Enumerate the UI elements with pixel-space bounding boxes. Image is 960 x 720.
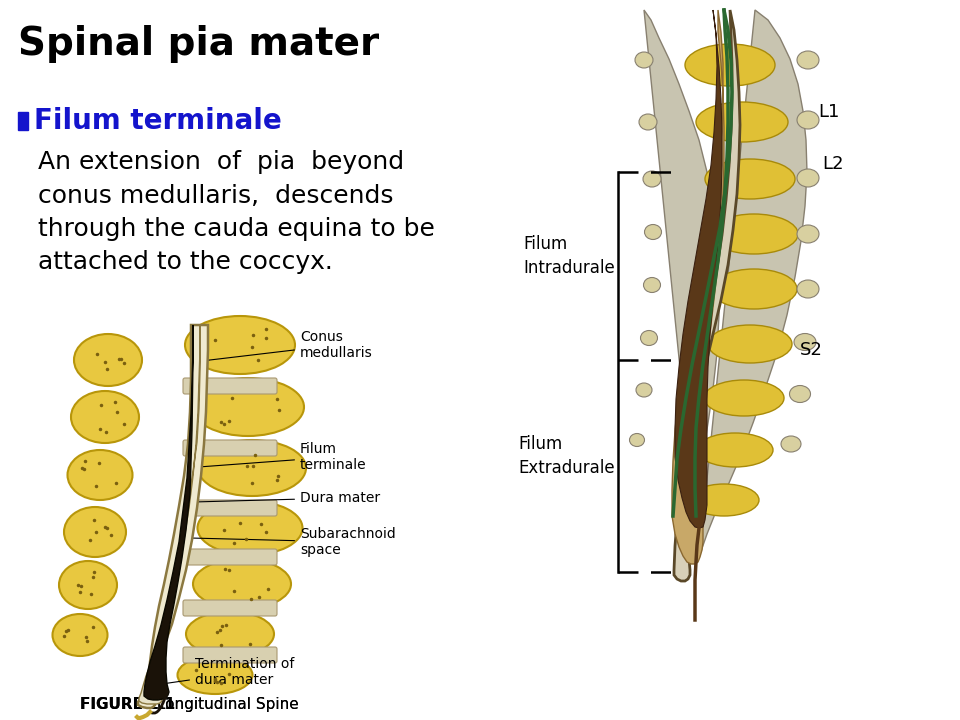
Ellipse shape bbox=[797, 280, 819, 298]
FancyBboxPatch shape bbox=[183, 647, 277, 663]
Ellipse shape bbox=[198, 501, 302, 555]
Text: FIGURE 2.1: FIGURE 2.1 bbox=[80, 697, 175, 712]
Text: Filum
Extradurale: Filum Extradurale bbox=[518, 435, 614, 477]
Text: An extension  of  pia  beyond
conus medullaris,  descends
through the cauda equi: An extension of pia beyond conus medulla… bbox=[38, 150, 435, 274]
Bar bbox=[18, 112, 28, 130]
Ellipse shape bbox=[64, 507, 126, 557]
Text: Subarachnoid
space: Subarachnoid space bbox=[193, 527, 396, 557]
Text: L1: L1 bbox=[818, 103, 839, 121]
Ellipse shape bbox=[53, 614, 108, 656]
Ellipse shape bbox=[711, 269, 797, 309]
Ellipse shape bbox=[710, 214, 798, 254]
Ellipse shape bbox=[192, 378, 304, 436]
Ellipse shape bbox=[781, 436, 801, 452]
Ellipse shape bbox=[797, 51, 819, 69]
Text: Longitudinal Spine: Longitudinal Spine bbox=[152, 697, 299, 712]
Ellipse shape bbox=[639, 114, 657, 130]
Ellipse shape bbox=[630, 433, 644, 446]
Ellipse shape bbox=[708, 325, 792, 363]
Ellipse shape bbox=[685, 44, 775, 86]
Text: S2: S2 bbox=[800, 341, 823, 359]
Ellipse shape bbox=[797, 111, 819, 129]
Ellipse shape bbox=[74, 334, 142, 386]
Text: FIGURE 2.1: FIGURE 2.1 bbox=[80, 697, 175, 712]
Polygon shape bbox=[675, 10, 722, 528]
Text: Conus
medullaris: Conus medullaris bbox=[196, 330, 372, 361]
Ellipse shape bbox=[193, 559, 291, 609]
Text: Filum
terminale: Filum terminale bbox=[188, 442, 367, 472]
Text: Spinal pia mater: Spinal pia mater bbox=[18, 25, 379, 63]
Ellipse shape bbox=[67, 450, 132, 500]
Ellipse shape bbox=[640, 330, 658, 346]
Ellipse shape bbox=[705, 159, 795, 199]
FancyBboxPatch shape bbox=[183, 500, 277, 516]
FancyBboxPatch shape bbox=[183, 600, 277, 616]
Ellipse shape bbox=[71, 391, 139, 443]
Ellipse shape bbox=[178, 656, 252, 694]
Ellipse shape bbox=[185, 316, 295, 374]
Ellipse shape bbox=[59, 561, 117, 609]
Ellipse shape bbox=[697, 433, 773, 467]
Polygon shape bbox=[644, 10, 807, 557]
Text: L2: L2 bbox=[822, 155, 844, 173]
FancyBboxPatch shape bbox=[183, 378, 277, 394]
Text: Termination of
dura mater: Termination of dura mater bbox=[151, 657, 295, 687]
Polygon shape bbox=[138, 325, 208, 708]
Text: Longitudinal Spine: Longitudinal Spine bbox=[152, 697, 299, 712]
Ellipse shape bbox=[689, 484, 759, 516]
Ellipse shape bbox=[186, 611, 274, 657]
Text: Filum terminale: Filum terminale bbox=[34, 107, 281, 135]
FancyBboxPatch shape bbox=[183, 440, 277, 456]
Text: Dura mater: Dura mater bbox=[196, 491, 380, 505]
Polygon shape bbox=[139, 325, 200, 704]
Ellipse shape bbox=[797, 225, 819, 243]
Ellipse shape bbox=[794, 333, 816, 351]
Ellipse shape bbox=[789, 385, 810, 402]
Text: Filum
Intradurale: Filum Intradurale bbox=[523, 235, 614, 276]
FancyBboxPatch shape bbox=[183, 549, 277, 565]
Ellipse shape bbox=[636, 383, 652, 397]
Ellipse shape bbox=[198, 440, 306, 496]
Polygon shape bbox=[674, 10, 740, 581]
Polygon shape bbox=[672, 10, 724, 564]
Ellipse shape bbox=[696, 102, 788, 142]
Ellipse shape bbox=[644, 225, 661, 240]
Ellipse shape bbox=[704, 380, 784, 416]
Polygon shape bbox=[144, 325, 193, 700]
Ellipse shape bbox=[635, 52, 653, 68]
Ellipse shape bbox=[643, 171, 661, 187]
Ellipse shape bbox=[797, 169, 819, 187]
Ellipse shape bbox=[643, 277, 660, 292]
